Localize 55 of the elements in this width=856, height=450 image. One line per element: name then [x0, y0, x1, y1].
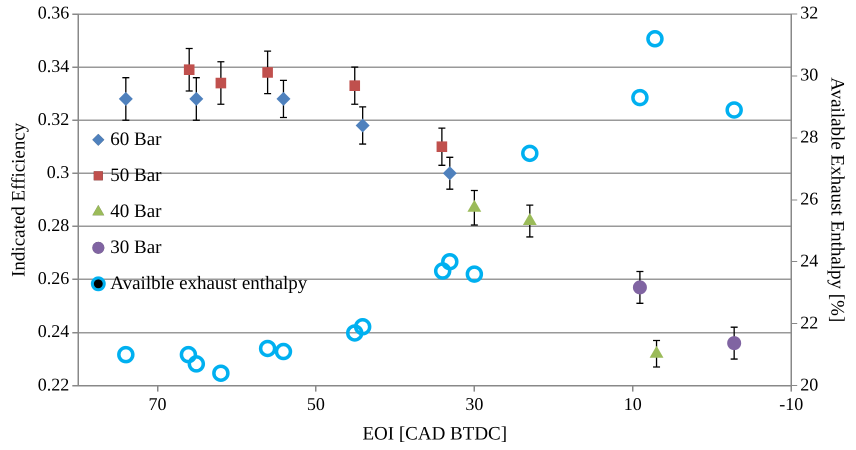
- point: [356, 118, 370, 132]
- point: [466, 265, 484, 283]
- y-tick-label: 0.34: [38, 56, 70, 76]
- y-tick-label: 0.28: [38, 215, 70, 236]
- legend-label: 50 Bar: [110, 164, 162, 186]
- x-axis-title: EOI [CAD BTDC]: [362, 424, 508, 445]
- legend-label: 40 Bar: [110, 200, 162, 222]
- point: [521, 144, 539, 162]
- point: [354, 318, 372, 336]
- point: [117, 346, 135, 364]
- y-axis-title: Indicated Efficiency: [8, 122, 30, 277]
- x-tick-label: 50: [306, 394, 325, 414]
- legend-label: 60 Bar: [110, 128, 162, 150]
- point: [434, 262, 452, 280]
- point: [184, 64, 194, 76]
- point: [436, 141, 448, 152]
- x-tick-label: 30: [465, 394, 484, 414]
- point: [276, 92, 290, 106]
- point: [646, 30, 664, 48]
- point: [180, 346, 198, 364]
- x-tick-label: 70: [148, 394, 167, 414]
- x-tick-label: -10: [779, 394, 804, 414]
- y2-axis-title: Available Exhaust Enthalpy [%]: [826, 77, 848, 322]
- y2-tick-label: 28: [800, 126, 818, 147]
- point: [346, 324, 364, 342]
- y-tick-label: 0.24: [38, 321, 70, 342]
- point: [441, 252, 459, 270]
- y-tick-label: 0.36: [38, 2, 70, 23]
- point: [212, 364, 230, 382]
- point: [188, 355, 206, 373]
- y2-tick-label: 24: [800, 250, 818, 270]
- point: [631, 88, 649, 106]
- point: [725, 101, 743, 119]
- y-tick-label: 0.3: [46, 162, 70, 182]
- point: [349, 80, 360, 91]
- y2-tick-label: 22: [800, 312, 818, 332]
- point: [632, 280, 647, 294]
- y2-tick-label: 20: [800, 374, 818, 394]
- point: [118, 92, 133, 106]
- point: [442, 166, 457, 180]
- point: [727, 336, 742, 350]
- point: [216, 78, 226, 88]
- legend-label: 30 Bar: [110, 236, 162, 258]
- y-tick-label: 0.26: [38, 268, 70, 288]
- legend-label: Availble exhaust enthalpy: [110, 272, 308, 294]
- y2-tick-label: 26: [800, 188, 818, 209]
- point: [189, 92, 204, 106]
- y2-tick-label: 32: [800, 2, 818, 23]
- point: [274, 342, 292, 360]
- x-tick-label: 10: [624, 394, 642, 414]
- point: [262, 67, 273, 78]
- y-tick-label: 0.32: [38, 108, 70, 129]
- y-tick-label: 0.22: [38, 374, 70, 394]
- point: [258, 340, 276, 358]
- y2-tick-label: 30: [800, 64, 818, 85]
